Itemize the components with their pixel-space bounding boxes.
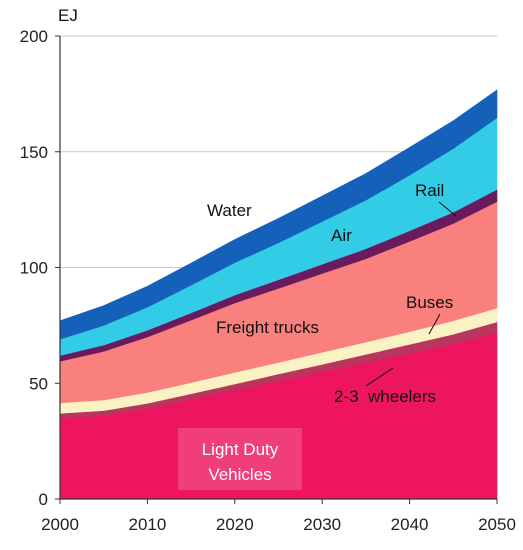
y-tick-label: 0: [39, 490, 48, 509]
two-three-wheelers-label: 2-3 wheelers: [334, 387, 436, 406]
rail-leader-line: [438, 201, 457, 217]
ldv-label-box: [178, 428, 302, 490]
x-tick-label: 2010: [128, 515, 166, 534]
area-water: [59, 89, 498, 340]
x-tick-label: 2030: [303, 515, 341, 534]
tick-labels: 0 50 100 150 200 2000 2010 2020 2030 2040 2050: [20, 27, 516, 534]
wheelers-leader-line: [365, 367, 394, 387]
buses-leader-line: [428, 313, 441, 335]
ldv-label-line1: Light Duty: [202, 440, 279, 459]
y-tick-label: 200: [20, 27, 48, 46]
y-tick-label: 150: [20, 143, 48, 162]
y-tick-label: 100: [20, 259, 48, 278]
x-tick-label: 2040: [391, 515, 429, 534]
x-tick-label: 2020: [216, 515, 254, 534]
x-tick-label: 2050: [478, 515, 516, 534]
ldv-label-line2: Vehicles: [208, 465, 271, 484]
air-label: Air: [331, 226, 352, 245]
y-axis-label: EJ: [58, 6, 78, 25]
x-tick-label: 2000: [41, 515, 79, 534]
buses-label: Buses: [406, 293, 453, 312]
area-series: [59, 89, 498, 500]
y-tick-label: 50: [29, 374, 48, 393]
freight-trucks-label: Freight trucks: [216, 318, 319, 337]
water-label: Water: [207, 201, 252, 220]
rail-label: Rail: [415, 181, 444, 200]
